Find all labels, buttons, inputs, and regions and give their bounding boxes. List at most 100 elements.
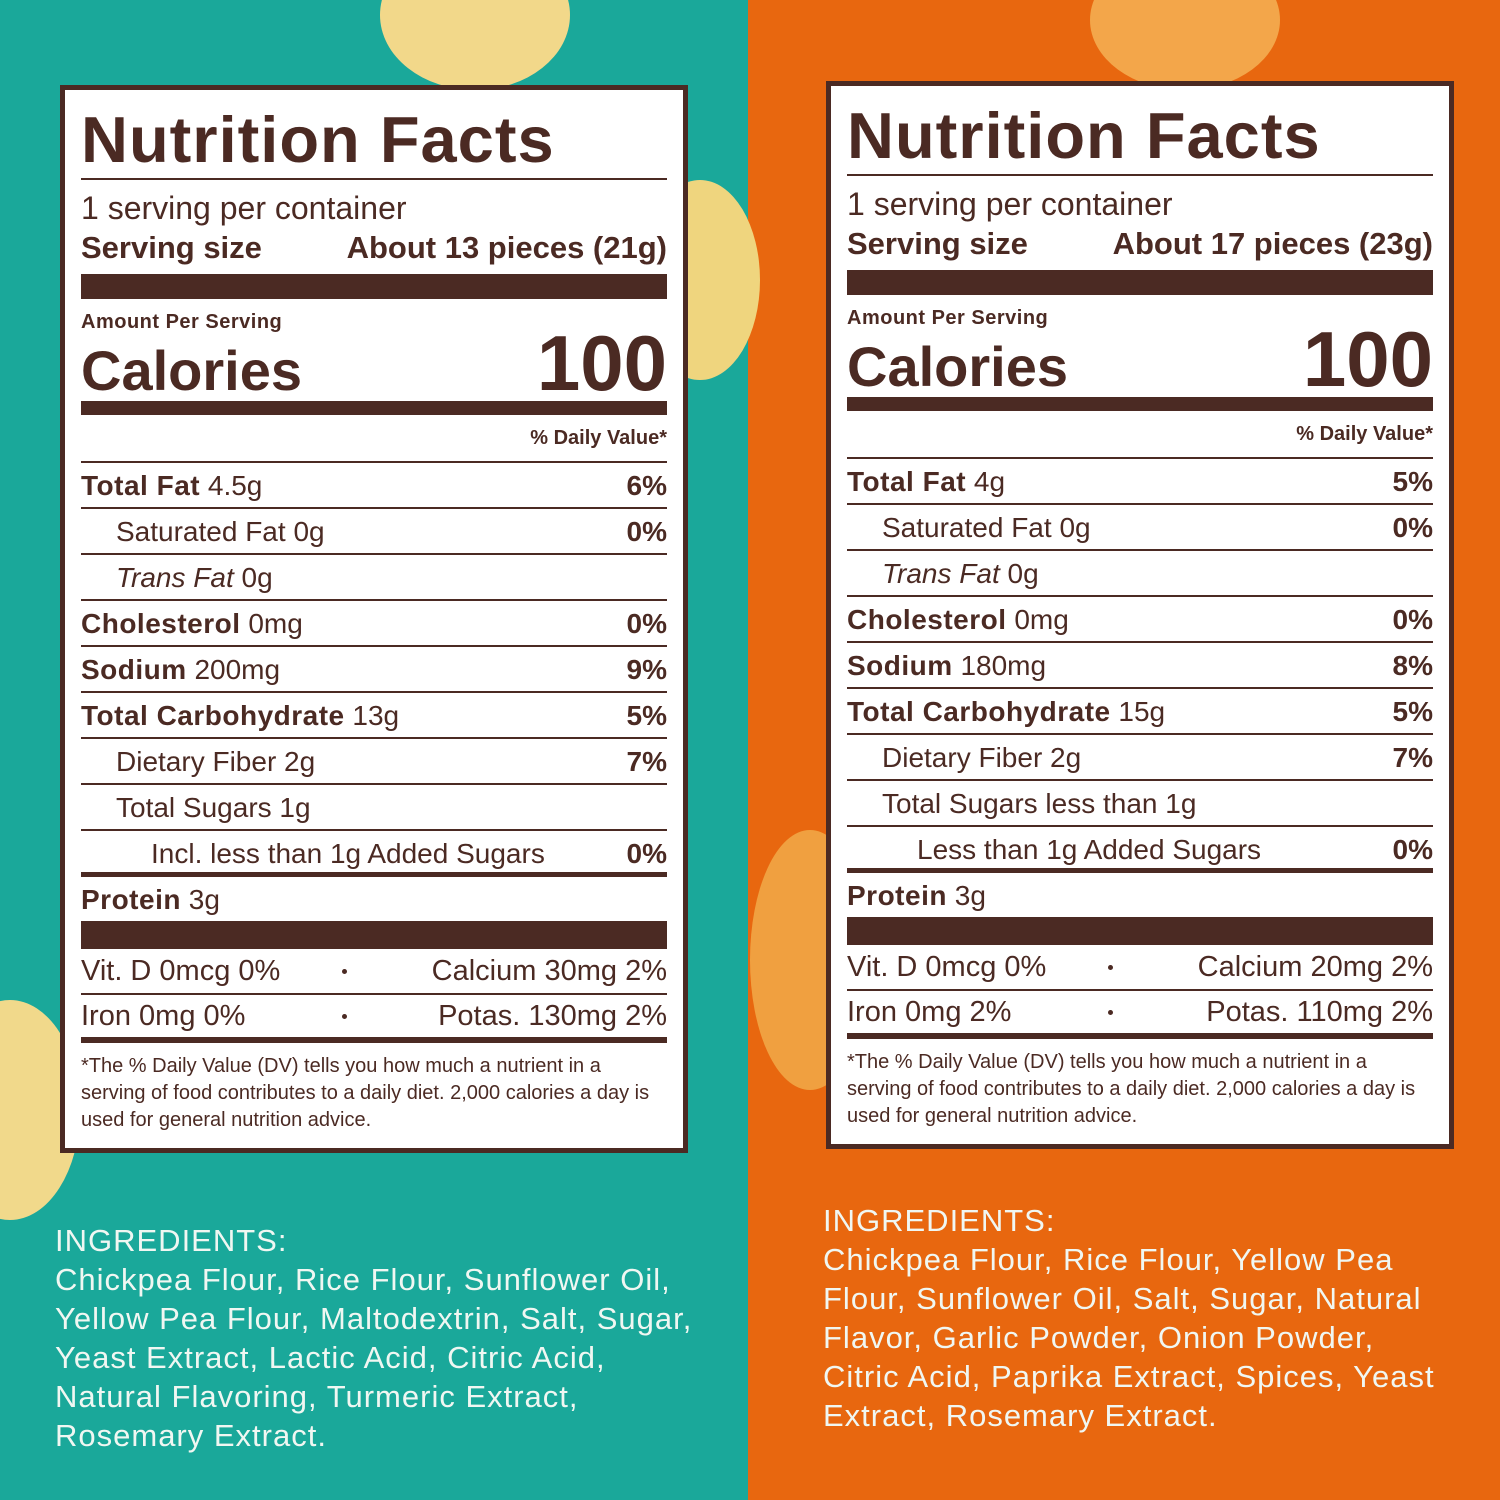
nutrient-row: Total Fat 4g 5% <box>847 459 1433 505</box>
daily-value-percent: 5% <box>1392 466 1433 497</box>
nutrient-row: Dietary Fiber 2g 7% <box>81 739 667 785</box>
micronutrient: Vit. D 0mcg 0% <box>81 955 281 987</box>
calories-label: Calories <box>847 335 1068 398</box>
ingredients-text: Chickpea Flour, Rice Flour, Yellow Pea F… <box>823 1242 1435 1433</box>
nutrient-row: Saturated Fat 0g 0% <box>847 505 1433 551</box>
nutrient-row: Total Carbohydrate 15g 5% <box>847 689 1433 735</box>
nutrient-amount: 13g <box>352 700 400 731</box>
nutrient-amount: 3g <box>954 880 986 911</box>
nutrient: Protein 3g <box>847 873 986 917</box>
daily-value-percent: 8% <box>1392 650 1433 681</box>
nutrient-row: Trans Fat 0g <box>847 551 1433 597</box>
nutrient-name: Dietary Fiber <box>882 742 1043 773</box>
serving-size-value: About 17 pieces (23g) <box>1112 226 1433 261</box>
daily-value-percent: 7% <box>626 746 667 777</box>
nutrient-amount: 15g <box>1118 696 1166 727</box>
serving-size-row: Serving size About 13 pieces (21g) <box>81 226 667 270</box>
nutrient-amount: 4.5g <box>207 470 263 501</box>
calories-row: Calories 100 <box>81 324 667 402</box>
nutrient-amount: 3g <box>188 884 220 915</box>
daily-value-header: % Daily Value* <box>847 411 1433 459</box>
thick-rule <box>81 921 667 949</box>
nutrient-amount: 0g <box>1007 558 1039 589</box>
nutrient-row: Total Carbohydrate 13g 5% <box>81 693 667 739</box>
micronutrient: Potas. 110mg 2% <box>1206 996 1433 1028</box>
separator-dot <box>341 1013 347 1019</box>
nutrient-amount: 180mg <box>960 650 1047 681</box>
nutrient-row: Total Sugars less than 1g <box>847 781 1433 827</box>
nutrient: Total Fat 4g <box>847 459 1005 503</box>
thick-rule <box>81 274 667 299</box>
thick-rule <box>847 917 1433 945</box>
nutrient: Less than 1g Added Sugars <box>847 827 1261 868</box>
calories-row: Calories 100 <box>847 320 1433 398</box>
nutrient-amount: 2g <box>1050 742 1082 773</box>
nutrient-row: Total Sugars 1g <box>81 785 667 831</box>
daily-value-percent: 0% <box>626 608 667 639</box>
daily-value-percent: 5% <box>1392 696 1433 727</box>
nutrient-name: Cholesterol <box>847 604 1007 635</box>
separator-dot <box>1107 964 1113 970</box>
micronutrient-row: Iron 0mg 0% Potas. 130mg 2% <box>81 995 667 1043</box>
separator-dot <box>1107 1009 1113 1015</box>
nutrient-row: Sodium 200mg 9% <box>81 647 667 693</box>
amount-per-serving: Amount Per Serving <box>81 311 283 333</box>
ingredients-text: Chickpea Flour, Rice Flour, Sunflower Oi… <box>55 1262 693 1453</box>
nutrient: Trans Fat 0g <box>847 551 1039 595</box>
ingredients-heading: INGREDIENTS: <box>55 1223 288 1258</box>
nutrient-amount: 0g <box>241 562 273 593</box>
nutrient-amount: 4g <box>973 466 1006 497</box>
daily-value-percent: 9% <box>626 654 667 685</box>
nutrient-amount: 0g <box>1059 512 1091 543</box>
thick-rule <box>847 397 1433 411</box>
nutrient-amount: 0mg <box>1014 604 1069 635</box>
thick-rule <box>847 270 1433 295</box>
nutrient-name: Less than 1g Added Sugars <box>917 834 1262 865</box>
daily-value-percent: 6% <box>626 470 667 501</box>
nutrient-amount: 0mg <box>248 608 303 639</box>
nutrient-name: Total Carbohydrate <box>81 700 345 731</box>
nutrient-name: Total Carbohydrate <box>847 696 1111 727</box>
nutrient: Cholesterol 0mg <box>81 601 303 645</box>
micronutrient: Calcium 20mg 2% <box>1197 951 1433 983</box>
serving-size-row: Serving size About 17 pieces (23g) <box>847 222 1433 266</box>
ingredients-block: INGREDIENTS: Chickpea Flour, Rice Flour, … <box>55 1221 705 1455</box>
nutrient-row: Cholesterol 0mg 0% <box>81 601 667 647</box>
daily-value-percent: 0% <box>626 516 667 547</box>
nutrient-name: Total Fat <box>847 466 967 497</box>
nutrient-row: Protein 3g <box>847 873 1433 917</box>
nutrient: Total Sugars less than 1g <box>847 781 1196 825</box>
nutrient-amount: 2g <box>284 746 316 777</box>
micronutrient: Iron 0mg 0% <box>81 1000 246 1032</box>
nutrient-name: Dietary Fiber <box>116 746 277 777</box>
daily-value-percent: 5% <box>626 700 667 731</box>
daily-value-percent: 0% <box>1392 834 1433 865</box>
nutrient-name: Cholesterol <box>81 608 241 639</box>
daily-value-percent: 0% <box>626 838 667 869</box>
label-title: Nutrition Facts <box>847 90 1433 176</box>
daily-value-percent: 0% <box>1392 604 1433 635</box>
serving-size-label: Serving size <box>81 230 262 265</box>
nutrient-amount: 0g <box>293 516 325 547</box>
nutrient-name: Trans Fat <box>882 558 1000 589</box>
nutrient-row: Total Fat 4.5g 6% <box>81 463 667 509</box>
daily-value-percent: 7% <box>1392 742 1433 773</box>
nutrient-amount: 1g <box>279 792 311 823</box>
footnote: *The % Daily Value (DV) tells you how mu… <box>81 1055 650 1131</box>
nutrient-name: Saturated Fat <box>116 516 286 547</box>
nutrient-name: Total Sugars <box>116 792 272 823</box>
nutrient: Cholesterol 0mg <box>847 597 1069 641</box>
nutrient-amount: less than 1g <box>1045 788 1197 819</box>
nutrient-name: Sodium <box>81 654 187 685</box>
nutrient: Total Fat 4.5g <box>81 463 262 507</box>
nutrient: Incl. less than 1g Added Sugars <box>81 831 545 872</box>
servings-per-container: 1 serving per container <box>847 186 1173 222</box>
daily-value-percent: 0% <box>1392 512 1433 543</box>
nutrient: Sodium 180mg <box>847 643 1046 687</box>
nutrient-name: Total Fat <box>81 470 201 501</box>
serving-size-label: Serving size <box>847 226 1028 261</box>
nutrient: Total Sugars 1g <box>81 785 311 829</box>
nutrient-row: Dietary Fiber 2g 7% <box>847 735 1433 781</box>
nutrient-name: Saturated Fat <box>882 512 1052 543</box>
separator-dot <box>341 968 347 974</box>
